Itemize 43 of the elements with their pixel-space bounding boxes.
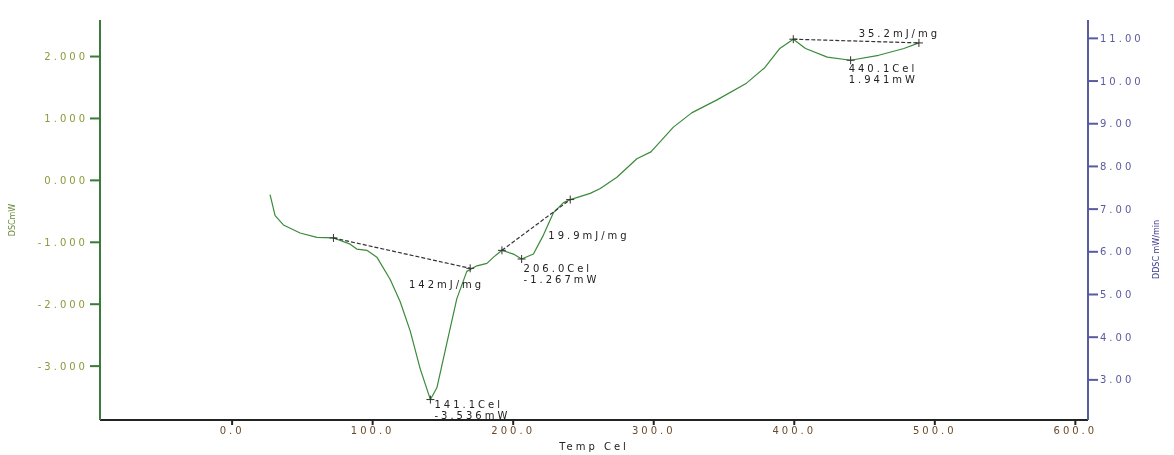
annotation: 35.2mJ/mg bbox=[858, 28, 941, 40]
x-tick-label: 100.0 bbox=[350, 425, 395, 437]
annotation: 142mJ/mg bbox=[408, 279, 485, 291]
annotation: 440.1Cel bbox=[848, 63, 918, 75]
y-axis-title: DSCmW bbox=[7, 203, 17, 237]
y-tick-label: -1.000 bbox=[37, 236, 88, 248]
y2-tick-label: 4.00 bbox=[1100, 331, 1135, 343]
y-tick-label: 0.000 bbox=[44, 174, 88, 186]
y2-tick-label: 5.00 bbox=[1100, 289, 1135, 301]
annotation: -1.267mW bbox=[523, 273, 600, 285]
y-tick-label: 2.000 bbox=[44, 51, 88, 63]
x-axis-title: Temp Cel bbox=[558, 441, 629, 452]
y2-tick-label: 6.00 bbox=[1100, 246, 1135, 258]
annotation: 206.0Cel bbox=[523, 262, 593, 274]
annotation: 141.1Cel bbox=[434, 399, 503, 411]
x-tick-label: 300.0 bbox=[631, 425, 676, 437]
y-tick-label: -3.000 bbox=[37, 360, 88, 372]
y-tick-label: 1.000 bbox=[44, 113, 88, 124]
y2-tick-label: 9.00 bbox=[1100, 118, 1135, 130]
point bbox=[565, 195, 575, 205]
y-tick-label: -2.000 bbox=[37, 298, 88, 310]
y2-tick-label: 3.00 bbox=[1100, 374, 1135, 386]
point bbox=[788, 34, 798, 44]
annotation: 1.941mW bbox=[848, 74, 918, 86]
x-tick-label: 600.0 bbox=[1053, 425, 1098, 437]
x-tick-label: 200.0 bbox=[491, 425, 536, 437]
annotation: -3.536mW bbox=[434, 410, 511, 422]
y2-tick-label: 8.00 bbox=[1100, 160, 1135, 172]
point bbox=[465, 263, 475, 273]
x-tick-label: 500.0 bbox=[912, 425, 957, 437]
point bbox=[846, 55, 856, 65]
y2-axis-title: DDSC mW/min bbox=[1151, 220, 1161, 280]
y2-tick-label: 11.00 bbox=[1100, 32, 1144, 44]
point bbox=[497, 245, 507, 255]
x-tick-label: 0.0 bbox=[219, 425, 245, 437]
y2-tick-label: 7.00 bbox=[1100, 203, 1135, 215]
point bbox=[328, 233, 338, 243]
x-tick-label: 400.0 bbox=[772, 425, 817, 437]
annotation: 19.9mJ/mg bbox=[548, 229, 630, 241]
point bbox=[914, 38, 924, 48]
point bbox=[517, 254, 527, 264]
point bbox=[425, 395, 435, 405]
y2-tick-label: 10.00 bbox=[1100, 75, 1144, 87]
